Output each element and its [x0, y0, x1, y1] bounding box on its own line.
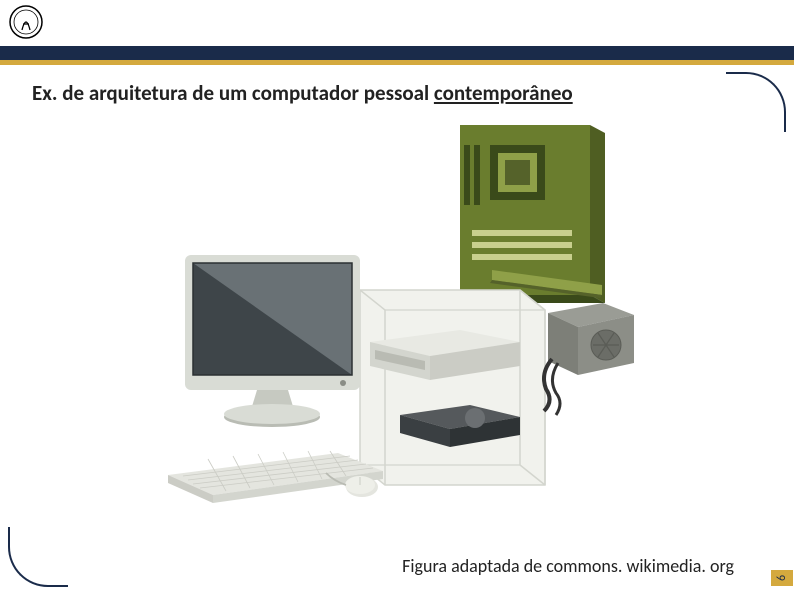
computer-diagram — [150, 115, 650, 535]
corner-decoration-tr — [726, 72, 786, 132]
power-supply — [544, 303, 634, 415]
keyboard — [168, 451, 383, 503]
institution-logo — [8, 4, 44, 40]
header-bar-dark — [0, 46, 794, 60]
slide-title: Ex. de arquitetura de um computador pess… — [32, 80, 573, 106]
title-underlined: contemporâneo — [434, 80, 573, 106]
corner-decoration-bl — [8, 527, 68, 587]
header — [0, 0, 794, 46]
computer-case — [360, 290, 545, 485]
title-prefix: Ex. de arquitetura de um computador pess… — [32, 80, 434, 106]
motherboard — [460, 125, 605, 303]
figure-caption: Figura adaptada de commons. wikimedia. o… — [402, 555, 734, 577]
page-number: 6 — [771, 570, 793, 586]
monitor — [185, 255, 360, 427]
header-bar-gold — [0, 60, 794, 65]
